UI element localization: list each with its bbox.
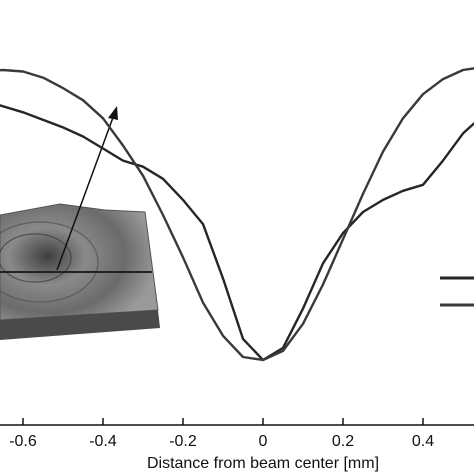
legend [440, 276, 474, 307]
pointer-arrow-icon [56, 106, 118, 271]
x-tick-label: -0.4 [89, 433, 117, 450]
inset-crater-ring [0, 221, 99, 303]
x-tick-label: 0 [259, 433, 268, 450]
x-tick-label: -0.2 [169, 433, 197, 450]
inset-side-face [0, 310, 160, 340]
x-tick-label: -0.6 [9, 433, 37, 450]
x-tick-label: 0.4 [412, 433, 434, 450]
x-axis-label: Distance from beam center [mm] [147, 455, 379, 472]
crater-surface-inset [0, 203, 160, 340]
series-line-simulated [0, 67, 474, 362]
inset-crater-ring [0, 233, 72, 283]
x-tick-label: 0.2 [332, 433, 354, 450]
inset-top-surface [0, 203, 159, 321]
